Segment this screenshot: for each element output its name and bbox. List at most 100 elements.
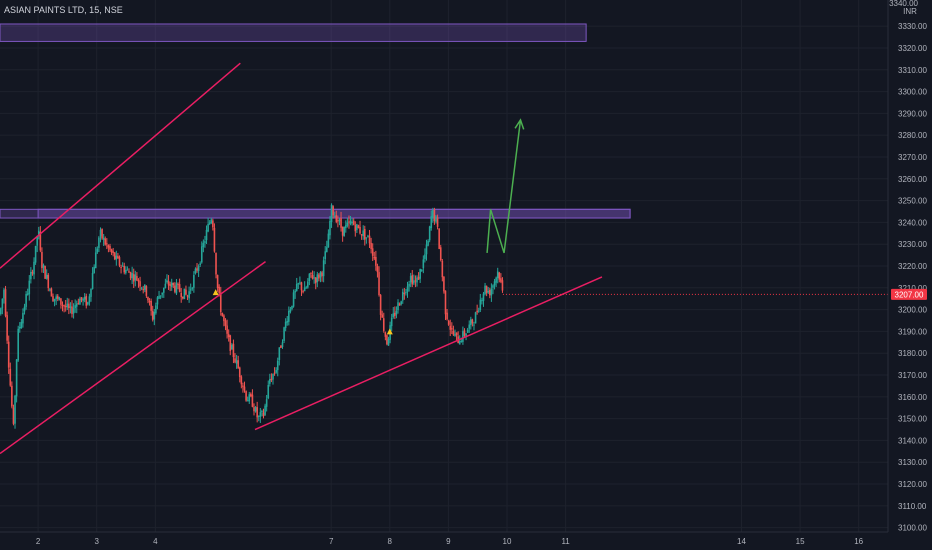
price-tick-label: 3290.00 (898, 109, 927, 118)
candle-body (98, 237, 100, 248)
candle-body (88, 296, 91, 303)
candle-body (267, 384, 270, 399)
price-tick-label: 3220.00 (898, 262, 927, 271)
price-tick-label: 3140.00 (898, 436, 927, 445)
candle-body (324, 251, 327, 260)
candle-body (441, 260, 444, 278)
candle-body (126, 269, 129, 271)
candle-body (39, 231, 42, 251)
time-tick-label: 15 (796, 537, 805, 546)
candle-body (269, 379, 271, 384)
resistance-zone (0, 23, 587, 42)
candle-body (458, 341, 461, 345)
candle-body (200, 246, 203, 263)
candle-body (299, 282, 301, 284)
price-tick-label: 3300.00 (898, 88, 927, 97)
candle-body (93, 266, 95, 274)
candle-body (207, 224, 209, 232)
candle-body (288, 310, 290, 322)
candle-body (381, 314, 383, 318)
time-tick-label: 7 (329, 537, 334, 546)
candle-body (53, 298, 56, 302)
candle-body (68, 303, 70, 309)
candle-body (58, 297, 61, 301)
price-axis[interactable]: 3100.00 3110.00 3120.00 3130.00 3140.00 3150.… (898, 22, 927, 532)
projection-path (486, 118, 525, 254)
candle-body (484, 285, 486, 294)
candle-body (221, 312, 224, 316)
candle-body (318, 274, 320, 279)
candle-body (11, 385, 13, 407)
candle-body (166, 280, 168, 283)
candle-body (37, 230, 40, 237)
candle-body (496, 271, 499, 279)
price-tick-label: 3200.00 (898, 306, 927, 315)
candle-body (376, 266, 379, 273)
candle-body (134, 274, 137, 281)
trendline (0, 62, 241, 269)
candle-body (447, 320, 450, 325)
candle-body (161, 292, 164, 295)
candle-body (470, 319, 472, 325)
candle-body (340, 218, 342, 228)
candle-body (413, 280, 415, 284)
candle-body (147, 297, 149, 301)
candle-body (55, 296, 57, 299)
candle-body (460, 340, 463, 342)
candle-body (208, 222, 211, 225)
candle-body (261, 410, 263, 412)
price-tick-label: 3320.00 (898, 44, 927, 53)
candle-body (197, 266, 200, 271)
candle-body (359, 226, 361, 234)
candle-body (123, 265, 126, 273)
trendline (254, 276, 603, 431)
candle-body (420, 269, 423, 271)
trendline (0, 261, 266, 455)
candle-body (250, 393, 252, 397)
price-tick-label: 3280.00 (898, 131, 927, 140)
candles (0, 203, 504, 429)
price-tick-label: 3210.00 (898, 284, 927, 293)
candle-body (156, 297, 159, 305)
candle-body (96, 248, 99, 253)
candle-body (50, 288, 53, 297)
price-tick-label: 3270.00 (898, 153, 927, 162)
time-tick-label: 8 (388, 537, 393, 546)
candle-body (319, 272, 322, 278)
candle-body (213, 227, 216, 252)
zones (0, 23, 631, 219)
candle-body (246, 400, 249, 402)
candle-body (193, 274, 195, 288)
candle-body (395, 310, 398, 315)
candle-body (139, 281, 141, 287)
time-axis[interactable]: 2 3 4 7 8 9 10 11 14 15 16 (36, 537, 864, 546)
price-tick-label: 3130.00 (898, 458, 927, 467)
candle-body (75, 303, 78, 307)
candle-body (397, 302, 399, 311)
candle-body (436, 217, 439, 227)
candle-body (256, 407, 258, 418)
candle-body (117, 255, 119, 259)
candle-body (462, 331, 464, 342)
candle-body (202, 243, 205, 247)
candle-body (194, 268, 197, 274)
candle-body (362, 230, 365, 237)
candle-body (150, 300, 152, 311)
candle-body (338, 219, 341, 222)
candle-body (354, 225, 357, 232)
candle-body (438, 228, 440, 249)
candle-body (294, 290, 296, 293)
candle-body (1, 298, 4, 309)
time-tick-label: 2 (36, 537, 41, 546)
candle-body (36, 236, 38, 246)
candle-body (291, 305, 293, 310)
candle-body (85, 295, 88, 306)
price-tick-label: 3250.00 (898, 197, 927, 206)
candle-body (473, 324, 475, 326)
candle-body (183, 288, 186, 300)
candle-body (199, 263, 201, 265)
candle-body (14, 395, 16, 424)
candle-body (181, 296, 184, 299)
candle-body (403, 293, 406, 295)
